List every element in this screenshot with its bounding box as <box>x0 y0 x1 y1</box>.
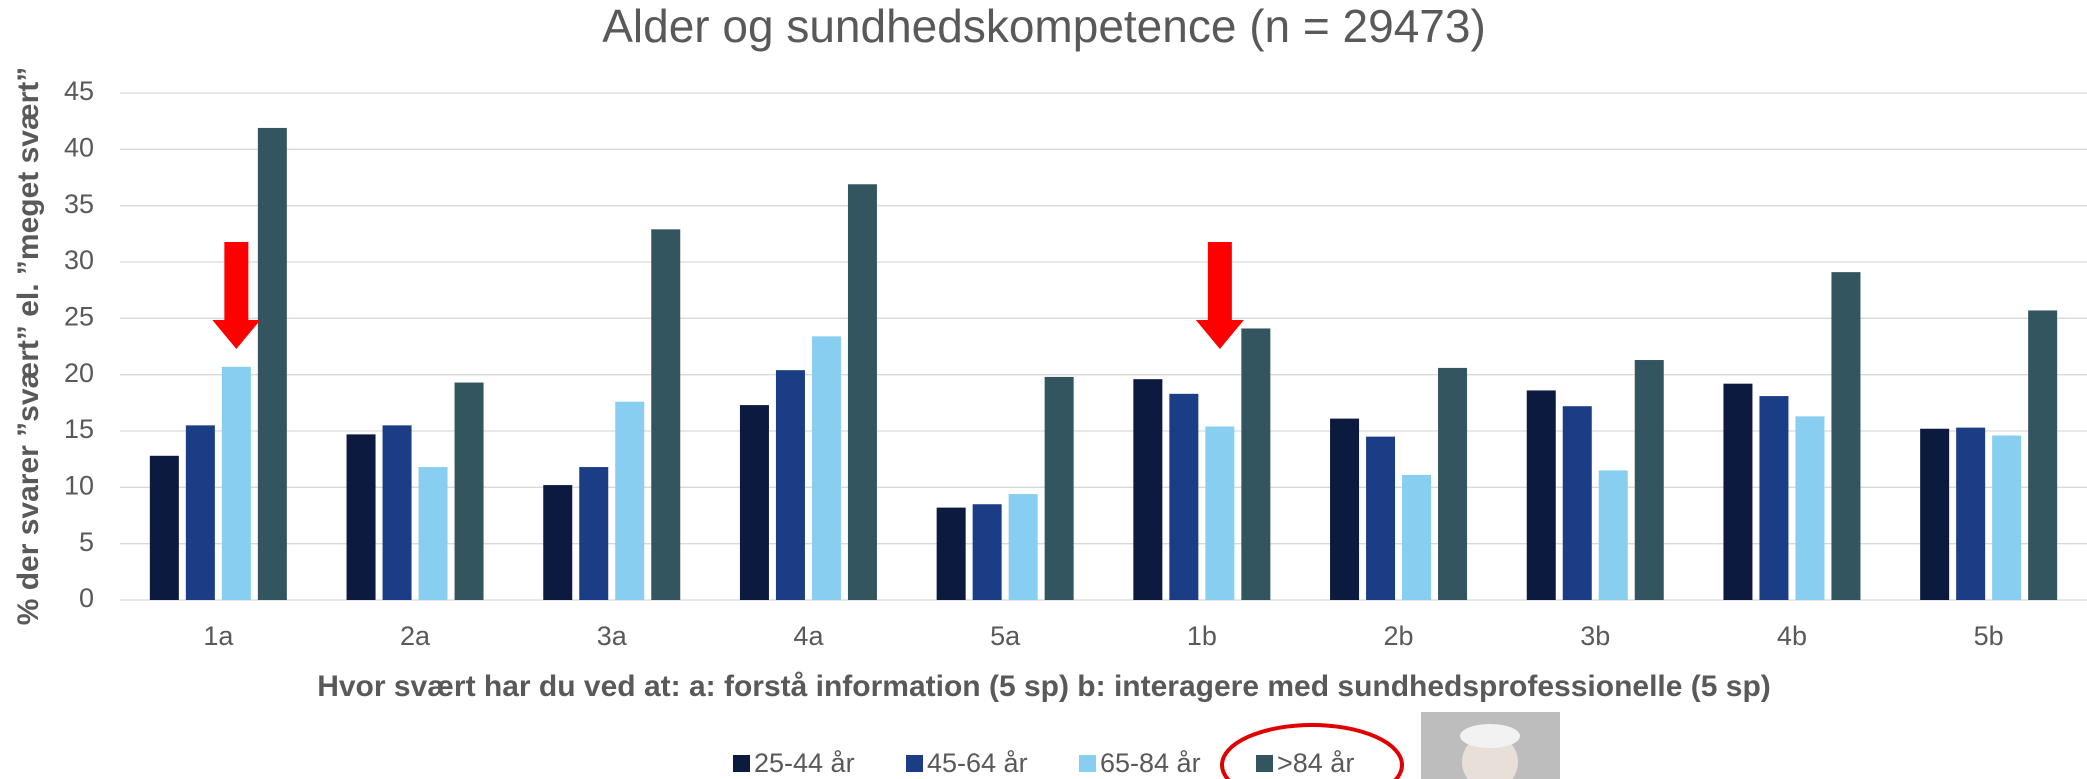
x-axis-label: Hvor svært har du ved at: a: forstå info… <box>317 670 1771 703</box>
x-tick-label: 5b <box>1974 621 2004 651</box>
bar <box>1330 419 1359 600</box>
y-axis-label: % der svarer ”svært” el. ”meget svært” <box>12 67 45 626</box>
bar <box>1599 470 1628 600</box>
bar <box>1635 360 1664 600</box>
y-tick-label: 40 <box>64 132 94 162</box>
bar <box>2028 310 2057 600</box>
bar <box>776 370 805 600</box>
bar <box>1045 377 1074 600</box>
bar <box>419 467 448 600</box>
bar <box>973 504 1002 600</box>
bar <box>1133 379 1162 600</box>
bar <box>1759 396 1788 600</box>
bar <box>455 383 484 600</box>
y-tick-label: 20 <box>64 358 94 388</box>
bar <box>347 434 376 600</box>
bar <box>1009 494 1038 600</box>
x-tick-label: 5a <box>990 621 1021 651</box>
bar <box>222 367 251 600</box>
y-tick-label: 5 <box>79 527 94 557</box>
bar <box>1795 416 1824 600</box>
bar <box>383 425 412 600</box>
chart: Alder og sundhedskompetence (n = 29473) … <box>0 0 2087 779</box>
bar <box>615 402 644 600</box>
red-arrow <box>1196 242 1244 349</box>
bar <box>848 184 877 600</box>
bar <box>543 485 572 600</box>
y-tick-label: 35 <box>64 189 94 219</box>
legend-swatch <box>1079 755 1096 772</box>
bar <box>1241 328 1270 600</box>
x-tick-label: 2b <box>1384 621 1414 651</box>
legend-swatch <box>906 755 923 772</box>
bar <box>937 508 966 600</box>
bar <box>1831 272 1860 600</box>
bar <box>1366 437 1395 600</box>
photo <box>1421 712 1560 779</box>
y-tick-label: 0 <box>79 583 94 613</box>
bar <box>1920 429 1949 600</box>
bar <box>1205 426 1234 600</box>
bar <box>1402 475 1431 600</box>
x-tick-label: 4a <box>793 621 824 651</box>
x-tick-label: 4b <box>1777 621 1807 651</box>
legend-label: 65-84 år <box>1100 748 1201 778</box>
y-tick-label: 30 <box>64 245 94 275</box>
bar <box>1723 384 1752 600</box>
bar <box>651 229 680 600</box>
bar <box>186 425 215 600</box>
x-tick-label: 1a <box>203 621 234 651</box>
y-tick-label: 25 <box>64 301 94 331</box>
bar <box>1527 390 1556 600</box>
bar <box>1956 428 1985 600</box>
x-tick-label: 3b <box>1580 621 1610 651</box>
legend-swatch <box>733 755 750 772</box>
bar <box>812 336 841 600</box>
bar <box>740 405 769 600</box>
y-tick-label: 15 <box>64 414 94 444</box>
bar <box>579 467 608 600</box>
bar <box>150 456 179 600</box>
x-tick-label: 3a <box>597 621 628 651</box>
legend-swatch <box>1256 755 1273 772</box>
y-tick-label: 10 <box>64 470 94 500</box>
legend-label: >84 år <box>1277 748 1354 778</box>
legend-label: 45-64 år <box>927 748 1028 778</box>
bar <box>1438 368 1467 600</box>
x-tick-label: 1b <box>1187 621 1217 651</box>
bar <box>258 128 287 600</box>
red-arrow <box>212 242 260 349</box>
legend-label: 25-44 år <box>754 748 855 778</box>
bar <box>1169 394 1198 600</box>
bar <box>1563 406 1592 600</box>
chart-title: Alder og sundhedskompetence (n = 29473) <box>602 0 1486 52</box>
y-tick-label: 45 <box>64 76 94 106</box>
x-tick-label: 2a <box>400 621 431 651</box>
bar <box>1992 436 2021 600</box>
